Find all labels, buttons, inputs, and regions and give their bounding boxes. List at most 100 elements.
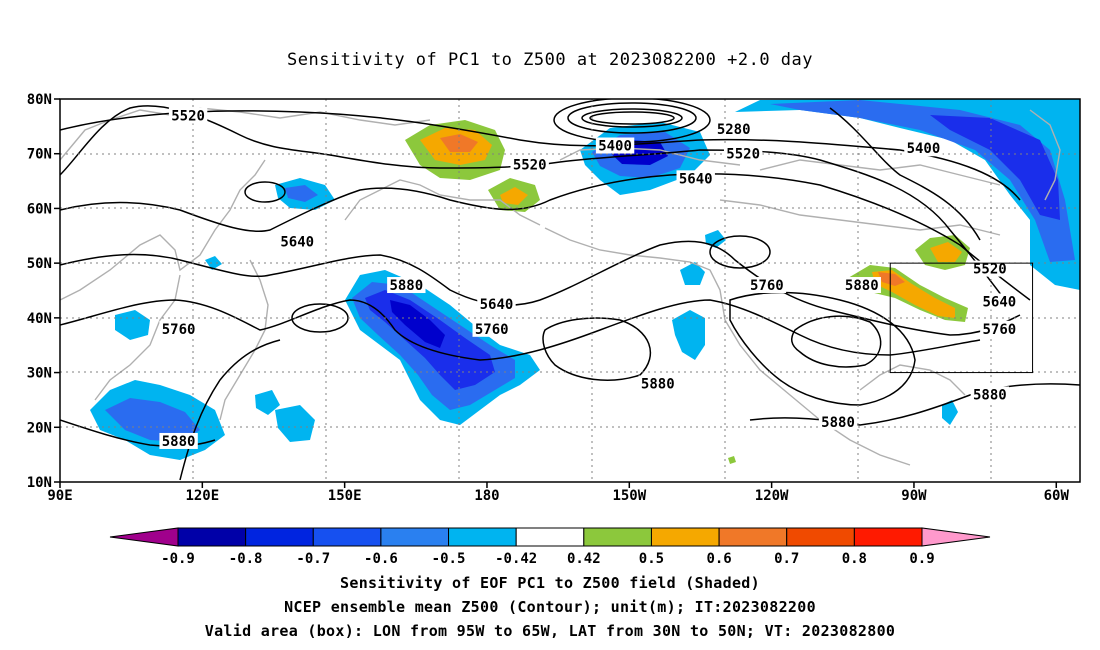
svg-text:5880: 5880 [641, 377, 675, 393]
colorbar-tick-label: 0.42 [567, 551, 601, 567]
contour-label: 5400 [595, 137, 635, 155]
shade-neg-kamchatka-mid [285, 185, 318, 202]
shade-pos-eastna-1-mid [930, 242, 962, 262]
colorbar-tick-label: -0.6 [364, 551, 398, 567]
colorbar-tick-label: -0.5 [432, 551, 466, 567]
axis-ticks [54, 98, 1058, 488]
svg-text:5520: 5520 [726, 147, 760, 163]
contour-label: 5520 [168, 107, 208, 124]
contour-label: 5280 [714, 121, 753, 138]
colorbar-swatch [650, 527, 720, 547]
shade-neg-nepac-2 [680, 262, 705, 285]
shade-neg-gulf [942, 400, 958, 425]
lon-label: 120E [185, 488, 219, 504]
lat-lon-grid [60, 99, 1080, 482]
contour-label: 5520 [510, 156, 549, 174]
contour-label: 5400 [904, 140, 943, 157]
colorbar-tick-label: 0.9 [909, 551, 934, 567]
colorbar-swatch [718, 527, 788, 547]
svg-text:5880: 5880 [389, 278, 423, 294]
shade-neg-nepac-3 [705, 230, 726, 248]
shade-pos-chukchi-mid [500, 187, 528, 205]
colorbar-swatch [380, 527, 450, 547]
contour-label: 5760 [472, 320, 511, 338]
colorbar-swatch [312, 527, 382, 547]
colorbar-swatch [448, 527, 517, 547]
contour-label: 5760 [747, 277, 787, 294]
longitude-labels: 90E 120E 150E 180 150W 120W 90W 60W [47, 488, 1069, 504]
contour-labels: 5520 5280 5400 5520 5520 5400 5640 5640 5880 5640… [159, 107, 1019, 450]
svg-text:5640: 5640 [982, 294, 1016, 310]
contour-label: 5520 [723, 145, 763, 163]
plot-frame [59, 98, 1081, 483]
caption-contour: NCEP ensemble mean Z500 (Contour); unit(… [284, 598, 816, 616]
svg-text:5640: 5640 [480, 297, 514, 313]
svg-text:5400: 5400 [907, 141, 941, 157]
lon-label: 150W [612, 488, 646, 504]
colorbar-min-triangle [109, 527, 179, 547]
svg-text:5520: 5520 [171, 108, 205, 124]
svg-text:5760: 5760 [162, 322, 196, 338]
contour-label: 5880 [970, 386, 1010, 403]
colorbar-swatch [515, 527, 585, 547]
svg-text:5760: 5760 [475, 322, 509, 338]
colorbar: -0.9 -0.8 -0.7 -0.6 -0.5 -0.42 0.42 0.5 0.6 0.7 0.… [109, 527, 991, 567]
lon-label: 120W [755, 488, 789, 504]
caption-valid-area: Valid area (box): LON from 95W to 65W, L… [204, 622, 896, 640]
shade-neg-tiny-1 [205, 256, 222, 270]
lon-label: 150E [328, 488, 362, 504]
contour-label: 5760 [159, 320, 198, 338]
shade-neg-pacific-core [390, 300, 445, 348]
shade-neg-westpac-4 [255, 390, 280, 415]
contour-label: 5640 [278, 233, 317, 250]
lon-label: 60W [1044, 488, 1070, 504]
colorbar-tick-label: 0.5 [639, 551, 664, 567]
contour-label: 5880 [818, 413, 858, 431]
colorbar-swatch [786, 527, 855, 547]
svg-text:5760: 5760 [750, 278, 784, 294]
svg-text:5640: 5640 [679, 171, 713, 187]
colorbar-swatch [177, 527, 247, 547]
lat-label: 30N [27, 366, 52, 382]
contour-label: 5640 [477, 296, 516, 313]
shade-pos-tiny [728, 456, 736, 464]
svg-text:5640: 5640 [280, 234, 314, 250]
svg-text:5520: 5520 [973, 262, 1007, 278]
colorbar-tick-label: 0.8 [842, 551, 867, 567]
colorbar-tick-label: -0.7 [296, 551, 330, 567]
colorbar-swatch [853, 527, 923, 547]
lat-label: 70N [27, 147, 52, 163]
colorbar-tick-label: 0.7 [774, 551, 799, 567]
lat-label: 80N [27, 92, 52, 108]
colorbar-max-triangle [921, 527, 991, 547]
contour-label: 5640 [676, 170, 715, 187]
colorbar-tick-label: -0.42 [495, 551, 537, 567]
contour-label: 5640 [980, 293, 1019, 310]
contour-label: 5880 [159, 432, 198, 450]
shade-neg-westpac-2 [115, 310, 150, 340]
lon-label: 90W [901, 488, 927, 504]
shade-neg-arctic-ne-strong [930, 115, 1060, 220]
colorbar-tick-label: -0.8 [229, 551, 263, 567]
svg-text:5520: 5520 [513, 158, 547, 174]
lat-label: 40N [27, 311, 52, 327]
lat-label: 50N [27, 256, 52, 272]
svg-text:5880: 5880 [821, 415, 855, 431]
contour-label: 5880 [842, 277, 881, 294]
shade-neg-westpac-3 [275, 405, 315, 442]
contour-label: 5520 [970, 260, 1010, 278]
sensitivity-shading [90, 99, 1080, 464]
valid-area-box [889, 262, 1034, 374]
lon-label: 180 [474, 488, 499, 504]
contour-label: 5760 [980, 320, 1019, 338]
svg-text:5880: 5880 [162, 434, 196, 450]
svg-text:5880: 5880 [973, 387, 1007, 403]
colorbar-swatch [583, 527, 652, 547]
coastlines [60, 107, 1061, 466]
colorbar-swatch [245, 527, 314, 547]
latitude-labels: 80N 70N 60N 50N 40N 30N 20N 10N [27, 92, 52, 491]
colorbar-tick-label: -0.9 [161, 551, 195, 567]
caption-shading: Sensitivity of EOF PC1 to Z500 field (Sh… [340, 574, 760, 592]
colorbar-tick-label: 0.6 [706, 551, 731, 567]
